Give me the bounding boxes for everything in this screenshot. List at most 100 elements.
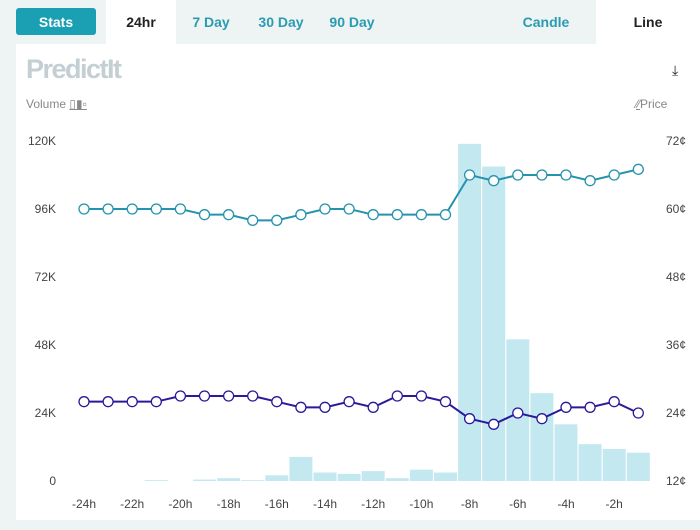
volume-bar [313, 472, 337, 481]
price-point [439, 209, 452, 221]
download-icon[interactable]: ⤓ [672, 62, 679, 78]
price-point [391, 209, 403, 221]
price-legend[interactable]: ⁄⁄Price [636, 97, 667, 111]
y-left-tick: 48K [35, 338, 56, 352]
price-point [198, 390, 211, 402]
volume-bar [337, 473, 361, 481]
volume-label: Volume [26, 97, 67, 111]
price-point [560, 401, 572, 413]
volume-bar [265, 475, 289, 481]
price-point [319, 203, 331, 215]
y-left-tick: 24K [35, 406, 56, 420]
price-point [584, 175, 596, 187]
price-point [536, 169, 548, 181]
x-tick: -10h [409, 497, 433, 511]
price-point [415, 390, 428, 402]
volume-bar [602, 448, 626, 481]
volume-bar [289, 456, 313, 481]
volume-bar [144, 480, 168, 481]
x-tick: -20h [168, 497, 192, 511]
price-point [150, 203, 162, 215]
y-left-tick: 96K [35, 202, 56, 216]
tab-candle[interactable]: Candle [522, 14, 570, 30]
price-point [367, 401, 379, 413]
price-point [271, 214, 283, 226]
price-point [439, 396, 452, 408]
x-tick: -16h [265, 497, 289, 511]
price-point [367, 209, 379, 221]
price-point [295, 209, 307, 221]
y-right-tick: 12¢ [666, 474, 686, 488]
x-tick: -4h [557, 497, 574, 511]
price-point [415, 209, 428, 221]
predictit-logo: PredictIt [26, 54, 122, 84]
price-point [150, 396, 162, 408]
price-point [488, 418, 500, 430]
volume-bar [530, 393, 554, 481]
volume-bar [482, 166, 506, 481]
price-point [512, 407, 524, 419]
tab-7-day[interactable]: 7 Day [192, 14, 230, 30]
price-point [198, 209, 211, 221]
price-point [247, 390, 259, 402]
price-point [608, 396, 620, 408]
tab-90-day[interactable]: 90 Day [329, 14, 375, 30]
volume-bar [434, 472, 457, 481]
x-tick: -12h [361, 497, 385, 511]
x-tick: -2h [606, 497, 623, 511]
price-point [247, 214, 259, 226]
line-chart-icon: ⁄⁄ [636, 97, 641, 111]
price-point [126, 396, 138, 408]
price-point [536, 413, 548, 425]
volume-bar [385, 478, 409, 481]
y-right-tick: 72¢ [666, 134, 686, 148]
chart-panel [16, 44, 700, 520]
price-label: Price [640, 97, 668, 111]
volume-bar [193, 479, 216, 481]
stats-button[interactable]: Stats [16, 8, 96, 35]
tab-24hr[interactable]: 24hr [106, 0, 176, 44]
price-point [632, 163, 644, 175]
y-right-tick: 36¢ [666, 338, 686, 352]
y-left-tick: 120K [28, 134, 56, 148]
price-point [391, 390, 403, 402]
price-line-1 [84, 168, 639, 222]
x-tick: -24h [72, 497, 96, 511]
price-point [343, 396, 355, 408]
price-point [174, 203, 187, 215]
volume-legend[interactable]: Volume ▯▮▫ [26, 97, 87, 111]
x-tick: -18h [217, 497, 241, 511]
price-point [319, 401, 331, 413]
y-left-tick: 0 [49, 474, 56, 488]
price-point [271, 396, 283, 408]
price-point [78, 396, 90, 408]
volume-bar [241, 480, 265, 481]
y-left-tick: 72K [35, 270, 56, 284]
x-tick: -6h [509, 497, 526, 511]
price-point [463, 169, 476, 181]
price-point [222, 390, 235, 402]
price-point [632, 407, 644, 419]
bar-chart-icon: ▯▮▫ [69, 97, 87, 111]
price-point [584, 401, 596, 413]
tab-line[interactable]: Line [596, 0, 700, 44]
price-point [608, 169, 620, 181]
price-point [126, 203, 138, 215]
x-tick: -8h [461, 497, 478, 511]
price-point [343, 203, 355, 215]
price-point [488, 175, 500, 187]
volume-bar [626, 452, 650, 481]
volume-bar [578, 444, 602, 481]
x-tick: -22h [120, 497, 144, 511]
price-line-2 [84, 395, 639, 426]
price-point [174, 390, 187, 402]
price-point [560, 169, 572, 181]
price-point [295, 401, 307, 413]
volume-bar [217, 478, 241, 481]
y-right-tick: 24¢ [666, 406, 686, 420]
price-point [102, 203, 114, 215]
price-point [102, 396, 114, 408]
tab-30-day[interactable]: 30 Day [258, 14, 304, 30]
volume-bar [409, 469, 433, 481]
